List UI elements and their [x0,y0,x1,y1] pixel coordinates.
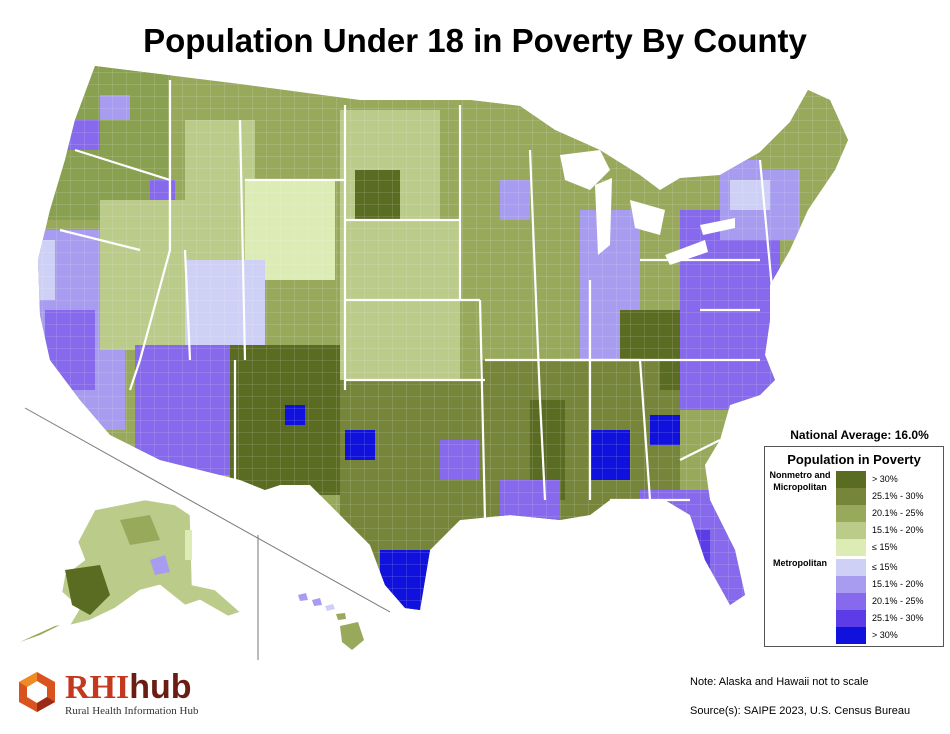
legend-group-metro: Metropolitan [773,558,827,568]
hawaii [298,593,364,650]
legend-label: 20.1% - 25% [872,596,924,606]
legend-item: 15.1% - 20% [836,522,942,539]
legend-group-nonmetro: Nonmetro and Micropolitan [769,470,831,492]
logo-subtitle: Rural Health Information Hub [65,705,199,717]
legend-swatch [836,471,866,488]
county-map [0,60,950,660]
legend-label: 15.1% - 20% [872,579,924,589]
page-title: Population Under 18 in Poverty By County [143,22,807,59]
legend-swatch [836,627,866,644]
alaska [20,499,241,642]
legend-swatch [836,539,866,556]
legend-item: ≤ 15% [836,539,942,556]
logo-rhi: RHI [65,669,130,706]
map-svg [20,66,848,660]
legend-label: 15.1% - 20% [872,525,924,535]
legend-item: ≤ 15% [836,559,942,576]
legend-swatch [836,593,866,610]
legend-swatch [836,610,866,627]
source-note: Source(s): SAIPE 2023, U.S. Census Burea… [690,705,911,717]
legend-item: 25.1% - 30% [836,488,942,505]
legend-item: 20.1% - 25% [836,505,942,522]
legend-item: > 30% [836,471,942,488]
legend-item: 25.1% - 30% [836,610,942,627]
rhihub-logo: RHIhub Rural Health Information Hub [15,668,215,724]
rhihub-hexagon-icon [19,672,55,712]
legend-title: Population in Poverty [787,452,921,467]
logo-wordmark: RHIhub [65,668,192,707]
legend-label: 25.1% - 30% [872,491,924,501]
inset-divider [24,407,391,613]
legend-swatch [836,488,866,505]
legend-item: 15.1% - 20% [836,576,942,593]
legend-label: 25.1% - 30% [872,613,924,623]
legend-swatch [836,522,866,539]
legend-label: > 30% [872,474,898,484]
legend-label: ≤ 15% [872,562,898,572]
scale-note: Note: Alaska and Hawaii not to scale [690,676,869,688]
legend-label: > 30% [872,630,898,640]
legend-item: > 30% [836,627,942,644]
national-average: National Average: 16.0% [790,428,929,442]
legend-item: 20.1% - 25% [836,593,942,610]
legend-swatch [836,559,866,576]
legend-swatch [836,505,866,522]
legend-swatch [836,576,866,593]
legend: Population in Poverty Nonmetro and Micro… [764,446,944,647]
legend-label: ≤ 15% [872,542,898,552]
state-boundaries [59,80,777,521]
legend-label: 20.1% - 25% [872,508,924,518]
logo-hub: hub [129,668,192,706]
